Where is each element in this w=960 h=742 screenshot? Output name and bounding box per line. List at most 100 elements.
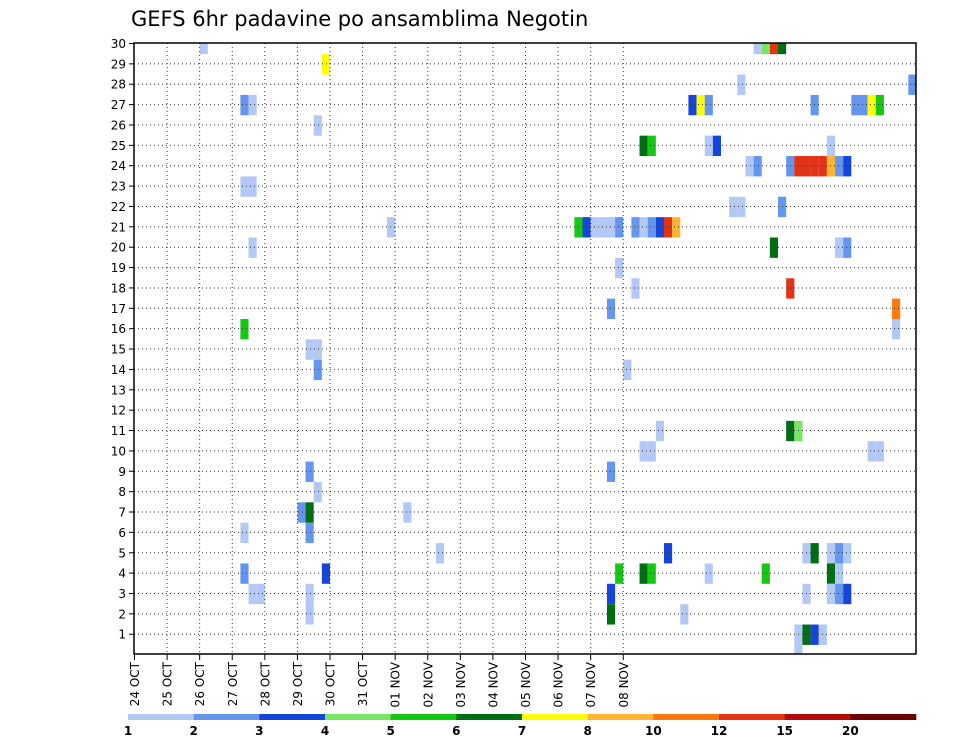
heatmap-cell <box>313 359 322 381</box>
heatmap-cell <box>240 176 249 197</box>
heatmap-cell <box>248 583 257 605</box>
heatmap-cell <box>647 563 656 584</box>
heatmap-cell <box>745 156 754 177</box>
heatmap-cell <box>606 298 616 319</box>
heatmap-cell <box>753 43 762 55</box>
colorbar-swatch <box>719 714 785 720</box>
y-tick-label: 25 <box>111 139 126 153</box>
heatmap-cell <box>313 481 322 503</box>
heatmap-cell <box>704 563 713 584</box>
y-tick-label: 23 <box>111 180 126 194</box>
y-axis-ticks: 1234567891011121314151617181920212223242… <box>111 37 134 642</box>
heatmap-cell <box>867 441 876 462</box>
heatmap-cell <box>606 583 616 605</box>
heatmap-cell <box>761 43 770 55</box>
heatmap-cell <box>663 217 673 238</box>
heatmap-cell <box>248 237 257 258</box>
y-tick-label: 22 <box>111 200 126 214</box>
colorbar-label: 3 <box>255 724 263 738</box>
heatmap-cell <box>835 563 844 584</box>
y-tick-label: 16 <box>111 322 126 336</box>
heatmap-cell <box>769 43 779 55</box>
colorbar-swatch <box>653 714 720 720</box>
y-tick-label: 11 <box>111 424 126 438</box>
heatmap-cell <box>313 115 322 136</box>
y-tick-label: 10 <box>111 444 126 458</box>
heatmap-cell <box>305 604 314 625</box>
y-tick-label: 27 <box>111 98 126 112</box>
heatmap-cell <box>321 563 330 584</box>
heatmap-cell <box>647 441 656 462</box>
heatmap-cell <box>639 135 648 157</box>
heatmap-cell <box>769 237 779 258</box>
heatmap-cell <box>305 583 314 605</box>
y-tick-label: 1 <box>118 628 126 642</box>
heatmap-cell <box>403 502 412 523</box>
heatmap-cell <box>737 196 746 218</box>
heatmap-cell <box>859 94 868 116</box>
x-tick-label: 06 NOV <box>552 661 566 707</box>
colorbar-swatch <box>193 714 260 720</box>
colorbar-label: 10 <box>645 724 662 738</box>
x-axis-ticks: 24 OCT 25 OCT 26 OCT 27 OCT 28 OCT 29 OCT 30 O… <box>128 654 631 708</box>
heatmap-cell <box>835 583 844 605</box>
x-tick-label: 02 NOV <box>421 661 435 707</box>
grid-lines <box>134 43 916 654</box>
colorbar-swatch <box>128 714 194 720</box>
heatmap-cell <box>647 135 656 157</box>
heatmap-cell <box>313 339 322 360</box>
heatmap-cell <box>639 441 648 462</box>
plot-frame <box>133 42 917 655</box>
heatmap-cell <box>615 257 624 279</box>
heatmap-cell <box>240 94 249 116</box>
y-tick-label: 14 <box>111 363 126 377</box>
heatmap-cell <box>655 420 664 442</box>
y-tick-label: 17 <box>111 302 126 316</box>
y-tick-label: 12 <box>111 404 126 418</box>
x-tick-label: 31 OCT <box>356 661 370 706</box>
heatmap-cell <box>835 237 844 258</box>
heatmap-cell <box>248 94 257 116</box>
heatmap-cell <box>305 461 314 482</box>
colorbar-swatch <box>259 714 326 720</box>
x-tick-label: 03 NOV <box>454 661 468 707</box>
heatmap-cell <box>867 94 876 116</box>
heatmap-cell <box>240 563 249 584</box>
colorbar-label: 7 <box>518 724 526 738</box>
y-tick-label: 3 <box>118 587 126 601</box>
colorbar-swatch <box>850 714 917 720</box>
y-tick-label: 9 <box>118 465 126 479</box>
y-tick-label: 8 <box>118 485 126 499</box>
heatmap-cell <box>639 563 648 584</box>
colorbar-label: 15 <box>776 724 793 738</box>
heatmap-cell <box>623 359 632 381</box>
heatmap-cell <box>240 318 249 340</box>
x-tick-label: 05 NOV <box>519 661 533 707</box>
colorbar-label: 8 <box>583 724 591 738</box>
heatmap-cell <box>631 217 640 238</box>
x-tick-label: 04 NOV <box>486 661 500 707</box>
y-tick-label: 13 <box>111 383 126 397</box>
heatmap-cell <box>778 43 787 55</box>
heatmap-cell <box>647 217 656 238</box>
heatmap-cell <box>688 94 697 116</box>
y-tick-label: 6 <box>118 526 126 540</box>
heatmap-cell <box>199 43 208 55</box>
heatmap-cell <box>892 318 901 340</box>
y-tick-label: 5 <box>118 546 126 560</box>
heatmap-cell <box>305 502 314 523</box>
heatmap-cell <box>639 217 648 238</box>
heatmap-cell <box>875 94 884 116</box>
y-tick-label: 4 <box>118 567 126 581</box>
heatmap-cell <box>737 74 746 95</box>
heatmap-cell <box>248 176 257 197</box>
heatmap-cell <box>297 502 306 523</box>
y-tick-label: 29 <box>111 57 126 71</box>
heatmap-cell <box>712 135 721 157</box>
x-tick-label: 07 NOV <box>584 661 598 707</box>
colorbar: 1 2 3 4 5 6 7 8 10 12 15 20 <box>124 714 917 738</box>
heatmap-cell <box>704 94 713 116</box>
heatmap-cell <box>305 339 314 360</box>
heatmap-cell <box>606 604 616 625</box>
